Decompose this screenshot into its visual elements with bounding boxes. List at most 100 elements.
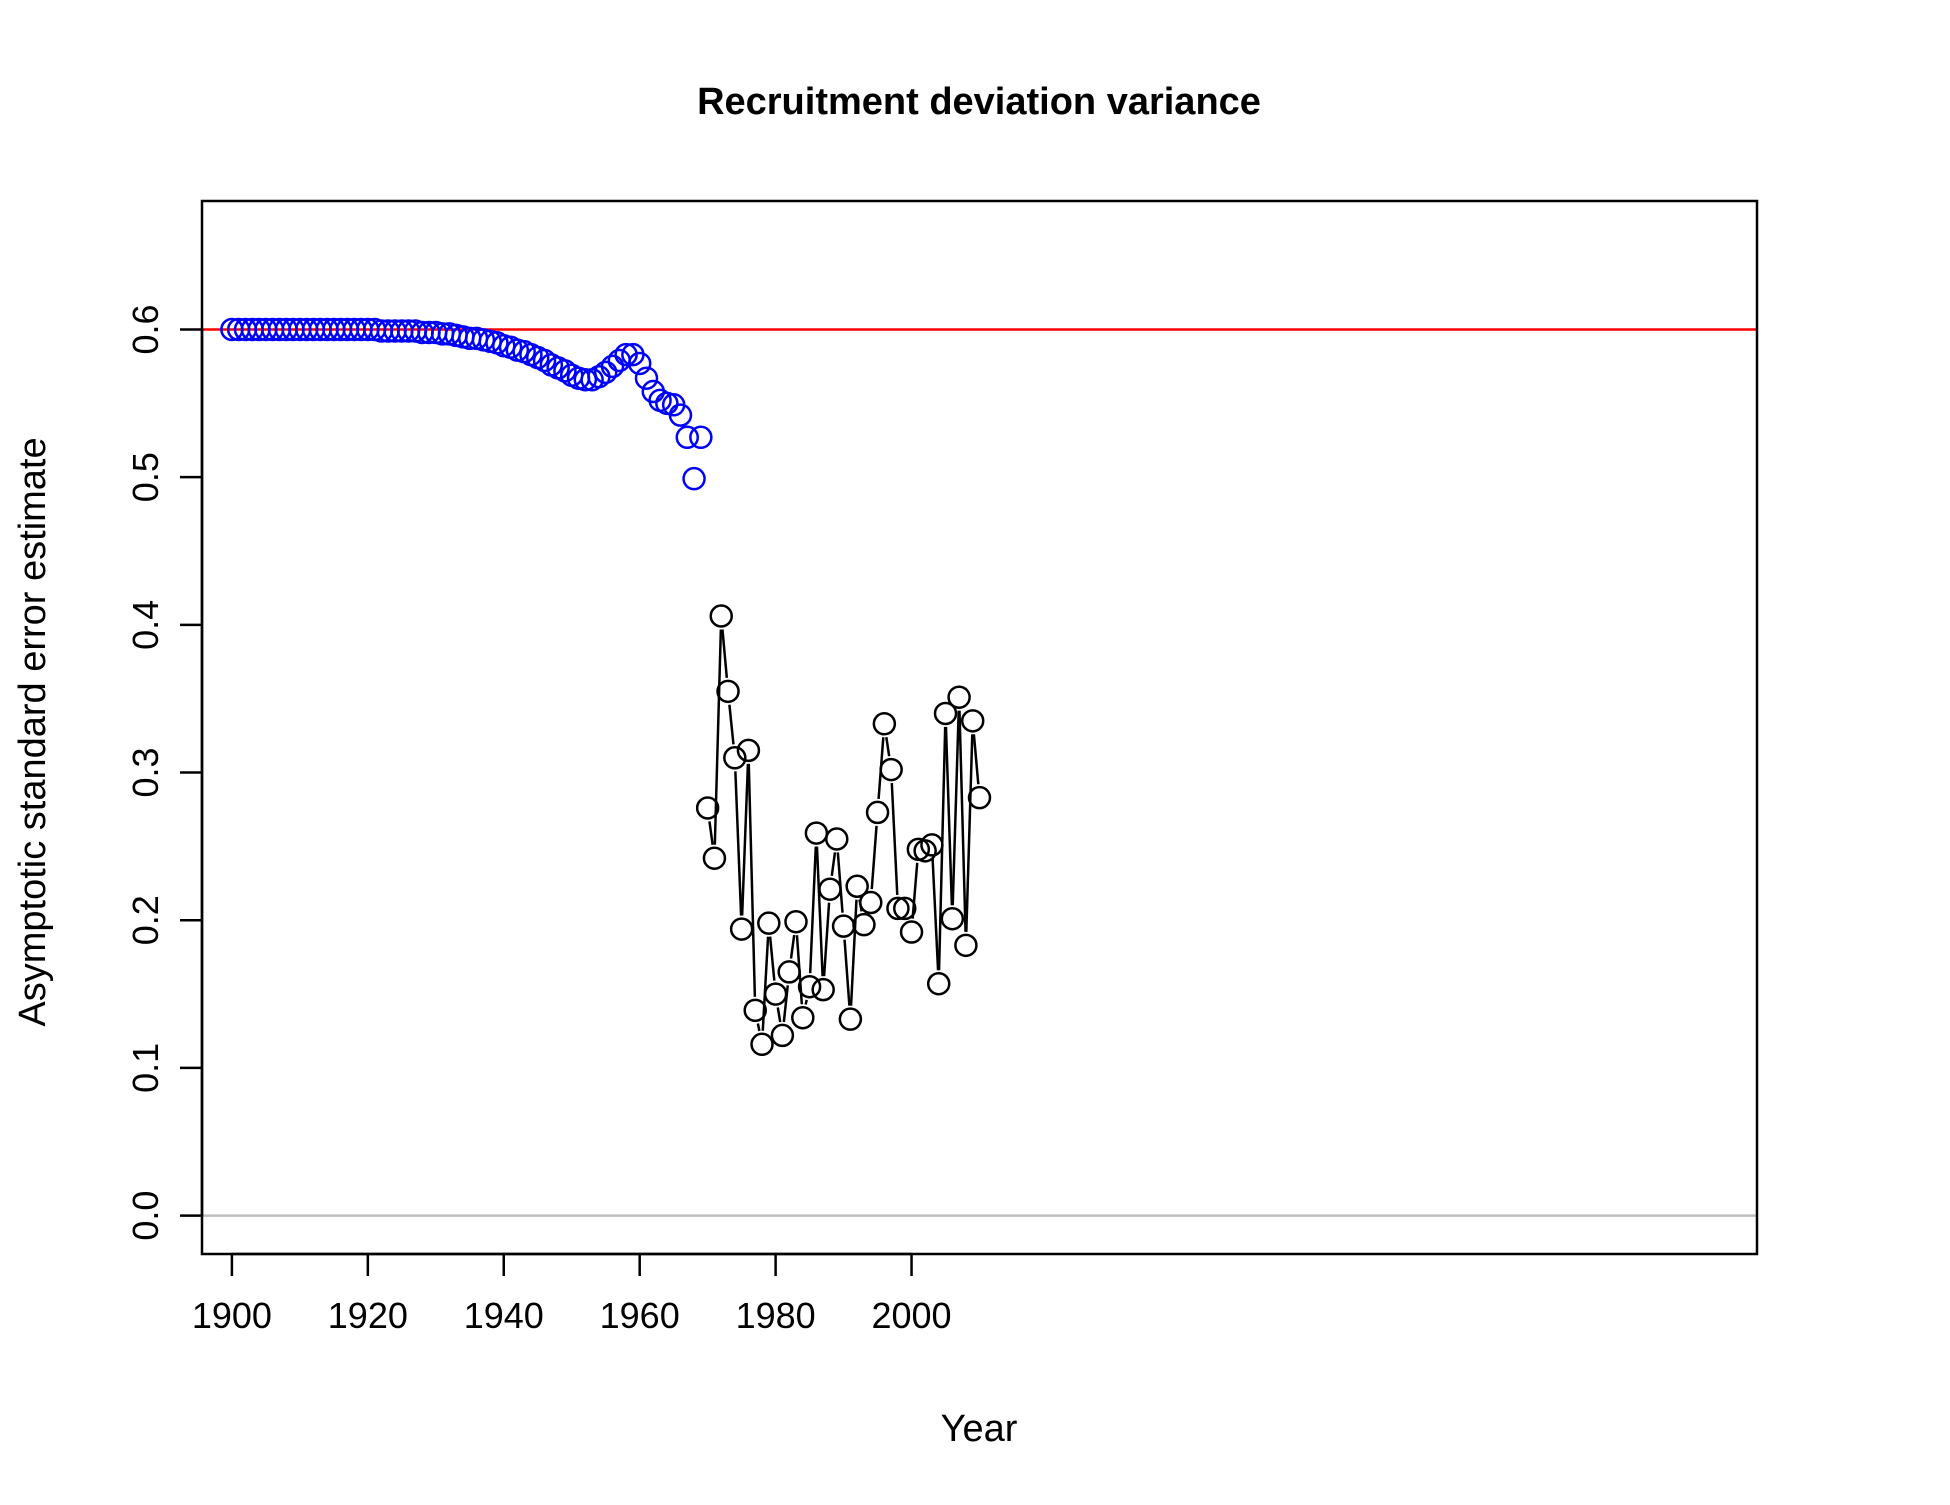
- x-axis-label: Year: [941, 1408, 1018, 1450]
- series-1-point: [702, 846, 727, 870]
- series-1-point: [736, 738, 761, 763]
- series-1-point: [933, 701, 958, 726]
- series-1-line-segment: [789, 934, 796, 959]
- series-0-point: [587, 364, 611, 389]
- series-1-line-segment: [890, 783, 899, 895]
- series-1-point: [960, 709, 985, 733]
- series-1-line-segment: [965, 734, 974, 932]
- series-1-point: [750, 1032, 774, 1057]
- y-tick-label: 0.3: [125, 748, 166, 798]
- series-1-point: [886, 896, 910, 921]
- series-0-point: [689, 425, 713, 450]
- series-1-point: [757, 911, 781, 935]
- series-1-point: [777, 960, 801, 984]
- series-1-point: [770, 1023, 795, 1048]
- series-1-line-segment: [830, 852, 837, 877]
- series-1-line-segment: [734, 771, 743, 916]
- series-0-point: [600, 354, 625, 379]
- y-tick-label: 0.6: [125, 304, 166, 354]
- x-tick-label: 1920: [328, 1295, 408, 1336]
- series-1-point: [859, 890, 883, 915]
- series-1-point: [879, 757, 903, 782]
- y-tick-label: 0.0: [125, 1191, 166, 1241]
- series-0-point: [634, 366, 659, 390]
- series-1-point: [920, 833, 944, 857]
- series-1-point: [831, 914, 856, 938]
- series-1-point: [872, 712, 897, 736]
- series-1-point: [967, 785, 992, 810]
- series-1-line-segment: [885, 736, 891, 757]
- series-1-line-segment: [804, 999, 808, 1005]
- series-1-point: [852, 912, 876, 937]
- series-1-point: [913, 839, 937, 863]
- series-1-point: [845, 874, 869, 899]
- series-1-point: [729, 917, 754, 941]
- series-0-point: [675, 425, 700, 450]
- series-1-line-segment: [782, 985, 790, 1023]
- y-tick-label: 0.5: [125, 452, 166, 502]
- series-1-line-segment: [911, 862, 919, 919]
- series-1-line-segment: [776, 1007, 782, 1023]
- series-1-line-segment: [822, 902, 831, 977]
- series-1-point: [892, 896, 917, 921]
- series-0-point: [593, 360, 618, 385]
- series-1-point: [947, 685, 971, 709]
- series-0-point: [607, 348, 632, 373]
- plot-area: 1900 1920 1940 1960 1980 2000 0.0 0.1 0.2 0.3 0.4 0…: [125, 199, 1759, 1336]
- series-1-point: [709, 604, 733, 628]
- series-1-point: [716, 679, 740, 704]
- x-tick-label: 2000: [871, 1295, 951, 1336]
- series-1-line-segment: [843, 939, 851, 1006]
- series-1-line-segment: [747, 763, 757, 997]
- series-1-line-segment: [713, 629, 723, 845]
- series-1-line-segment: [756, 1023, 761, 1032]
- series-0-point: [553, 359, 577, 383]
- y-tick-label: 0.1: [125, 1043, 166, 1093]
- x-tick-label: 1980: [736, 1295, 816, 1336]
- series-1-line-segment: [951, 710, 960, 906]
- series-1-point: [940, 907, 965, 931]
- x-tick-label: 1900: [192, 1295, 272, 1336]
- series-1-line-segment: [768, 936, 776, 981]
- series-1-point: [797, 974, 822, 999]
- y-tick-label: 0.2: [125, 895, 166, 945]
- series-0-point: [682, 466, 706, 491]
- y-tick-label: 0.4: [125, 600, 166, 650]
- series-1-line-segment: [931, 858, 940, 971]
- chart-title: Recruitment deviation variance: [697, 81, 1261, 123]
- series-1-point: [838, 1007, 863, 1031]
- series-1-line-segment: [870, 825, 878, 890]
- series-1-point: [926, 971, 951, 996]
- series-1-line-segment: [721, 629, 729, 678]
- series-1-line-segment: [849, 899, 858, 1006]
- series-1-line-segment: [808, 846, 818, 974]
- x-tick-label: 1940: [464, 1295, 544, 1336]
- series-0-point: [532, 348, 557, 373]
- y-axis-label: Asymptotic standard error estimate: [12, 437, 54, 1026]
- series-1-line-segment: [958, 710, 967, 932]
- series-1-point: [818, 877, 842, 901]
- series-1-line-segment: [708, 821, 714, 845]
- x-tick-label: 1960: [600, 1295, 680, 1336]
- series-1-point: [784, 909, 808, 934]
- series-1-point: [865, 800, 890, 825]
- series-1-line-segment: [728, 704, 735, 745]
- series-1-point: [695, 796, 720, 820]
- series-0-point: [573, 367, 598, 392]
- series-1-point: [723, 746, 747, 770]
- series-1-line-segment: [972, 734, 980, 785]
- series-1-point: [791, 1005, 815, 1030]
- series-1-line-segment: [815, 846, 824, 977]
- series-1-point: [825, 827, 849, 851]
- series-1-point: [811, 977, 835, 1002]
- series-1-point: [743, 998, 767, 1023]
- series-0-point: [627, 351, 652, 376]
- series-0-point: [668, 403, 693, 427]
- series-1-point: [763, 982, 788, 1006]
- series-1-point: [804, 821, 829, 845]
- series-1-point: [899, 920, 924, 944]
- series-1-line-segment: [944, 726, 954, 906]
- series-1-point: [954, 933, 978, 958]
